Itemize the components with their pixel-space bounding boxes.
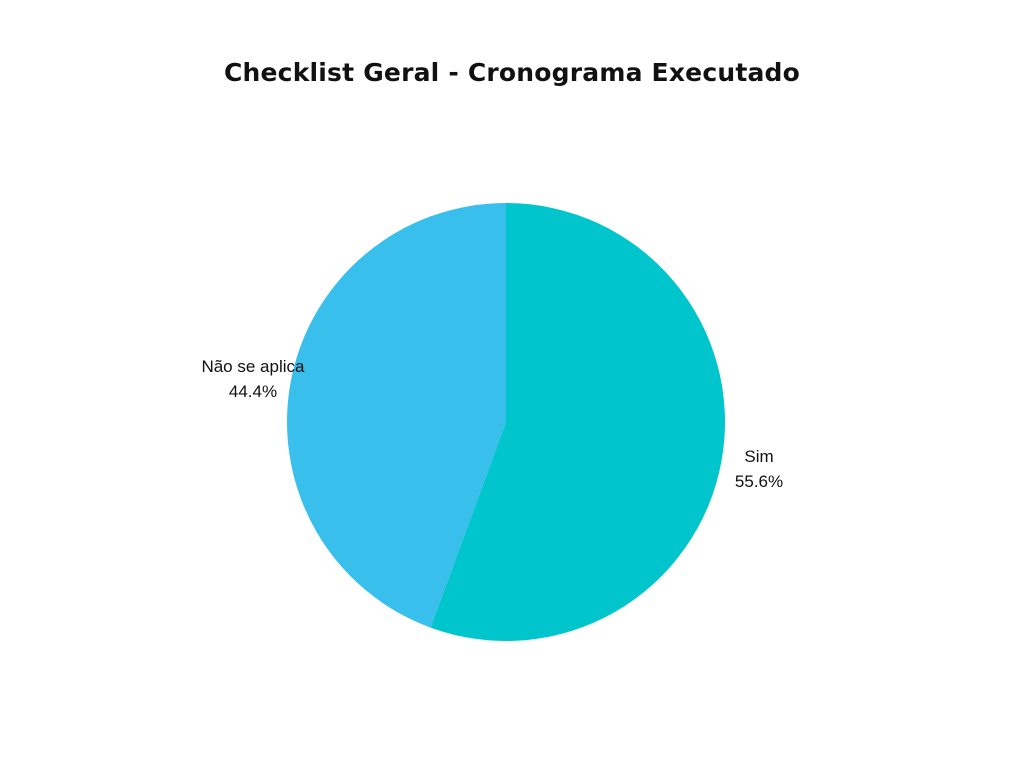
slice-label-sim: Sim (744, 447, 773, 466)
chart-title: Checklist Geral - Cronograma Executado (223, 58, 801, 87)
slice-percent-nao-se-aplica: 44.4% (229, 382, 277, 401)
pie-slice-sim (430, 203, 726, 642)
slice-percent-sim: 55.6% (735, 472, 783, 491)
pie-slice-nao-se-aplica (287, 203, 506, 628)
slice-label-nao-se-aplica: Não se aplica (201, 357, 305, 376)
